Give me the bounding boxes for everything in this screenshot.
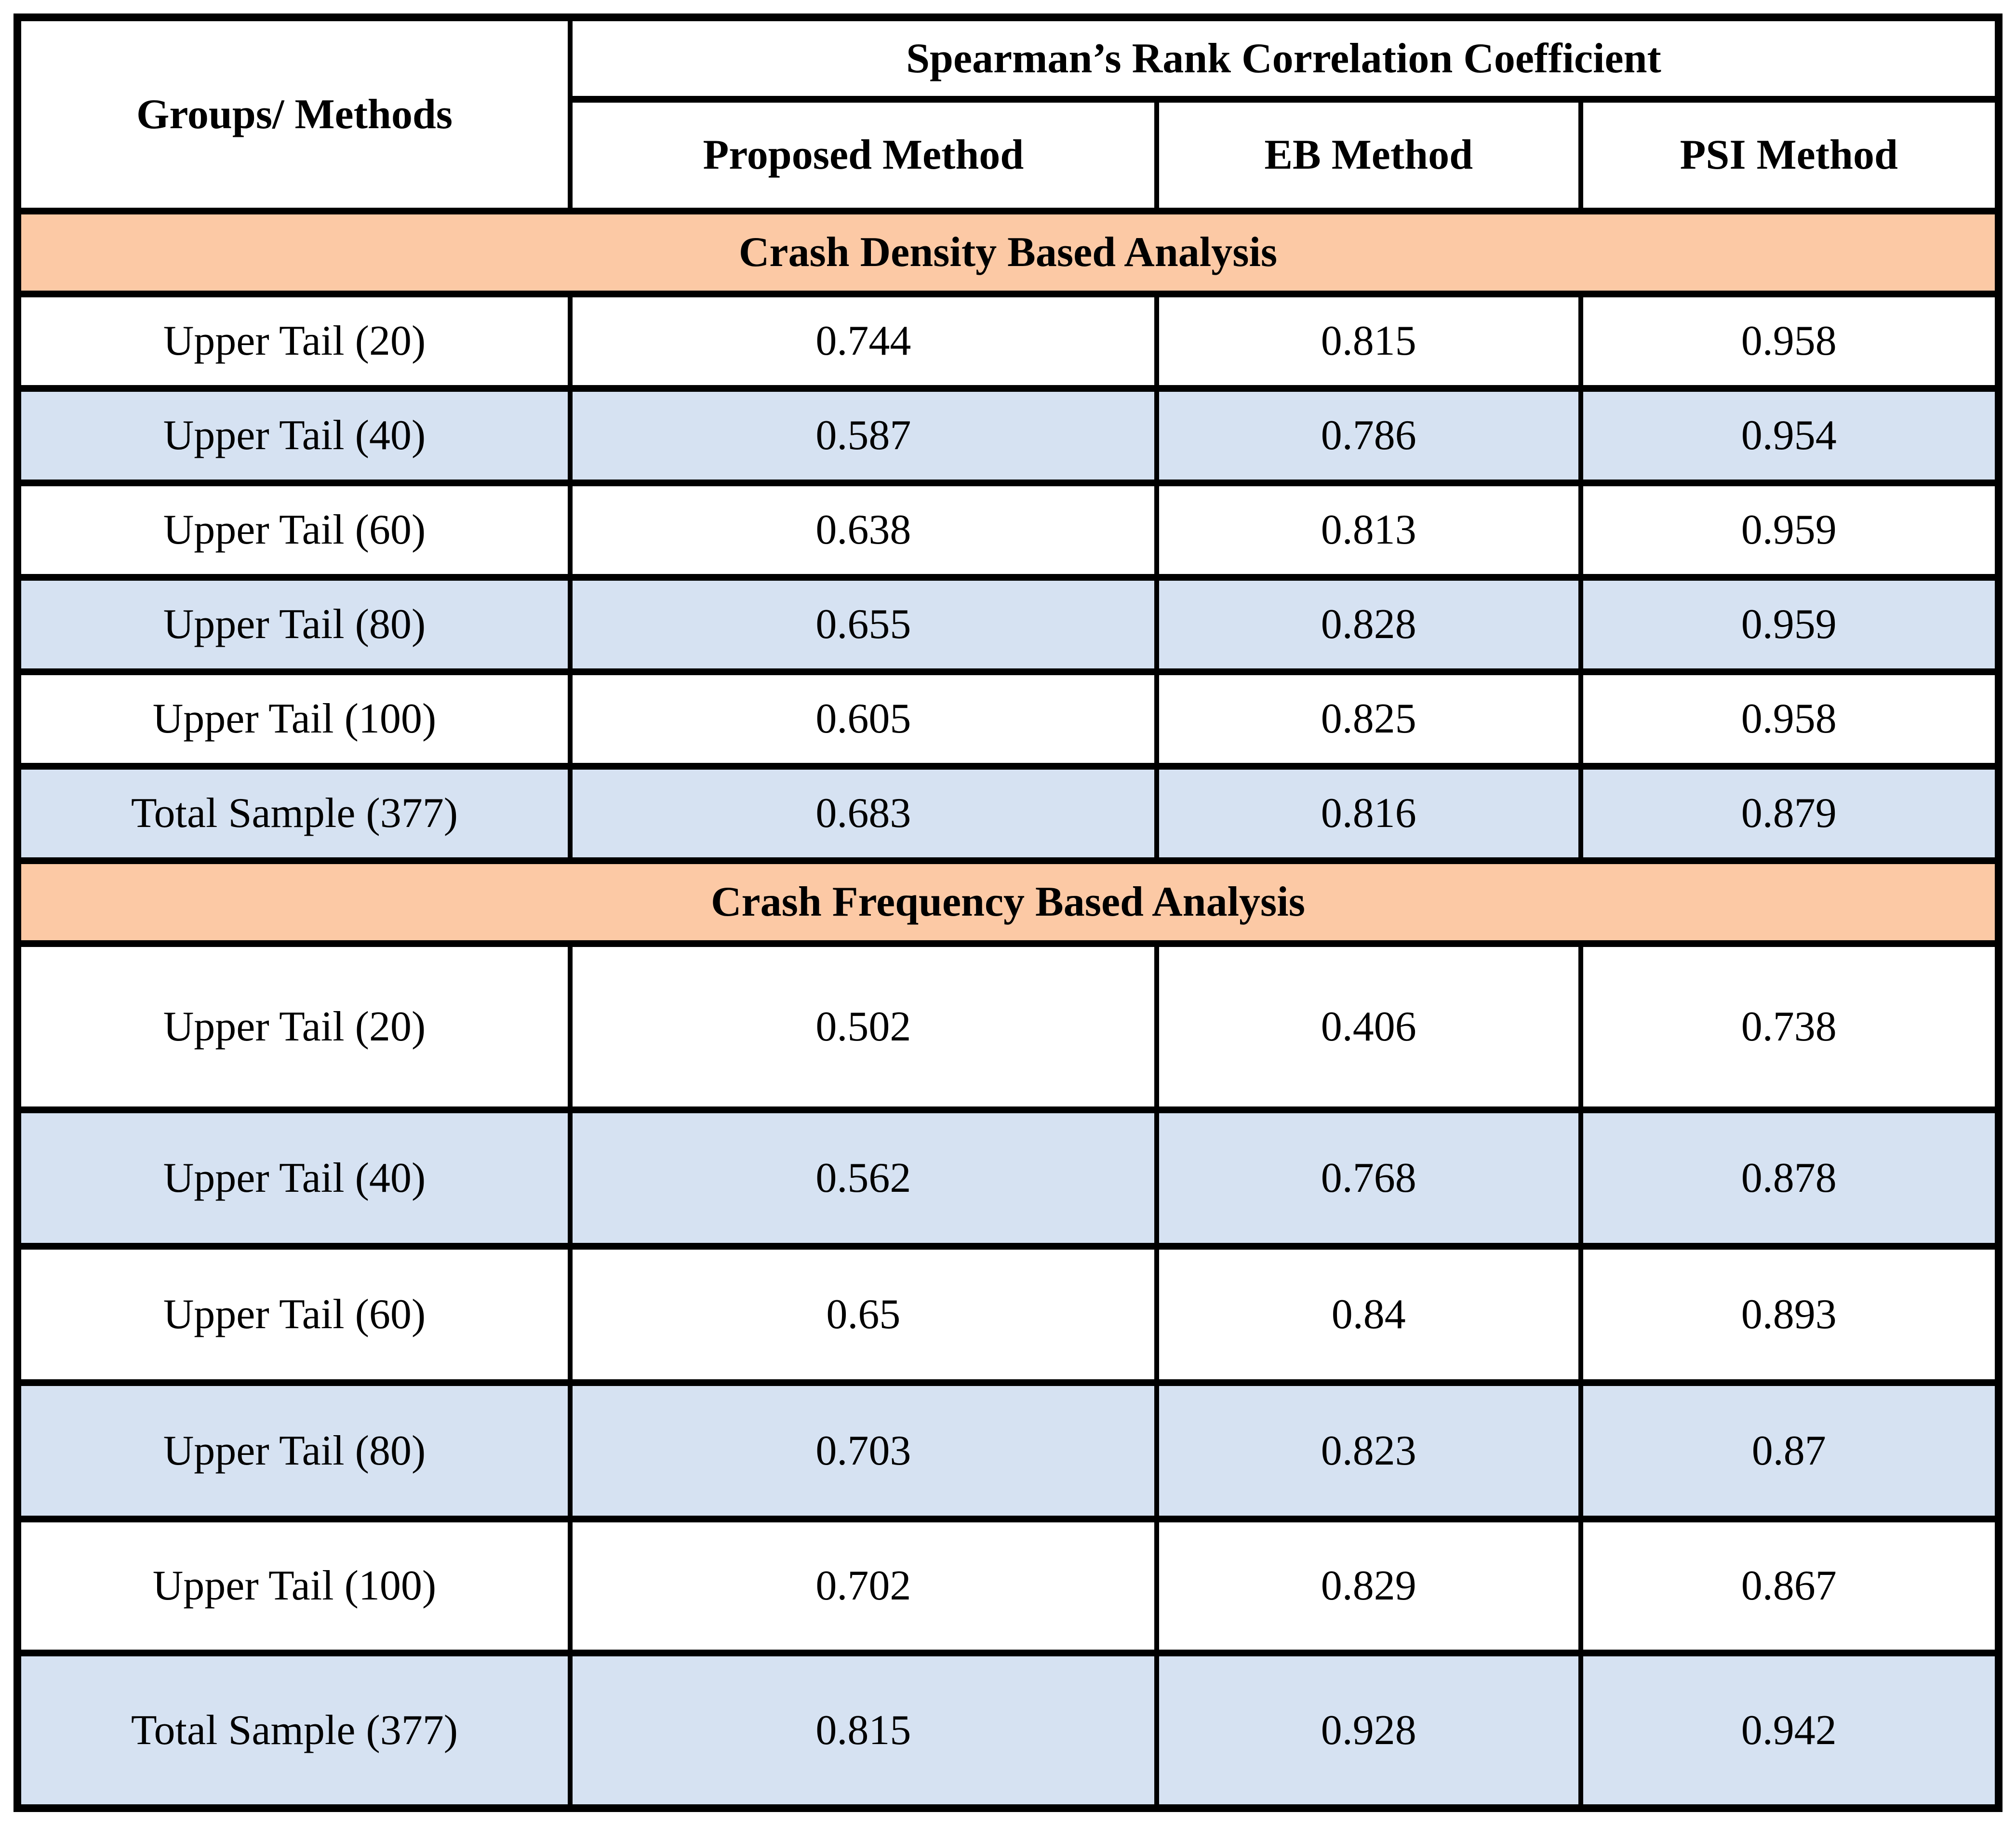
value-cell: 0.878 — [1578, 1106, 2002, 1250]
table-row: Upper Tail (20) 0.744 0.815 0.958 — [15, 291, 2002, 392]
value-cell: 0.958 — [1578, 291, 2002, 392]
value-cell: 0.738 — [1578, 940, 2002, 1113]
value-cell: 0.815 — [567, 1650, 1159, 1812]
table-row: Upper Tail (100) 0.702 0.829 0.867 — [15, 1516, 2002, 1656]
row-label: Upper Tail (100) — [15, 668, 573, 770]
value-cell: 0.928 — [1154, 1650, 1583, 1812]
table-row: Upper Tail (60) 0.638 0.813 0.959 — [15, 480, 2002, 581]
table-row: Upper Tail (100) 0.605 0.825 0.958 — [15, 668, 2002, 770]
value-cell: 0.879 — [1578, 763, 2002, 864]
value-cell: 0.638 — [567, 480, 1159, 581]
table-row: Total Sample (377) 0.683 0.816 0.879 — [15, 763, 2002, 864]
value-cell: 0.65 — [567, 1243, 1159, 1386]
correlation-table: Groups/ Methods Spearman’s Rank Correlat… — [13, 13, 2003, 1812]
section-band-frequency: Crash Frequency Based Analysis — [15, 857, 2001, 947]
corner-header-cell: Groups/ Methods — [15, 14, 573, 214]
row-label: Upper Tail (80) — [15, 1379, 573, 1522]
row-label: Upper Tail (20) — [15, 291, 573, 392]
method-header-psi: PSI Method — [1578, 96, 2002, 214]
value-cell: 0.958 — [1578, 668, 2002, 770]
value-cell: 0.683 — [567, 763, 1159, 864]
header-row-span: Groups/ Methods Spearman’s Rank Correlat… — [15, 14, 2002, 214]
value-cell: 0.562 — [567, 1106, 1159, 1250]
value-cell: 0.825 — [1154, 668, 1583, 770]
row-label: Upper Tail (40) — [15, 385, 573, 486]
header-row-methods: Proposed Method EB Method PSI Method — [17, 96, 2002, 214]
value-cell: 0.815 — [1154, 291, 1583, 392]
value-cell: 0.828 — [1154, 574, 1583, 675]
value-cell: 0.768 — [1154, 1106, 1583, 1250]
row-label: Upper Tail (20) — [15, 940, 573, 1113]
method-header-eb: EB Method — [1154, 96, 1583, 214]
value-cell: 0.655 — [567, 574, 1159, 675]
row-label: Upper Tail (100) — [15, 1516, 573, 1656]
row-label: Upper Tail (80) — [15, 574, 573, 675]
row-label: Upper Tail (40) — [15, 1106, 573, 1250]
value-cell: 0.813 — [1154, 480, 1583, 581]
method-header-proposed: Proposed Method — [567, 96, 1159, 214]
section-title-frequency: Crash Frequency Based Analysis — [15, 857, 2001, 947]
value-cell: 0.954 — [1578, 385, 2002, 486]
row-label: Upper Tail (60) — [15, 480, 573, 581]
table-row: Total Sample (377) 0.815 0.928 0.942 — [15, 1650, 2002, 1812]
value-cell: 0.867 — [1578, 1516, 2002, 1656]
table-row: Upper Tail (60) 0.65 0.84 0.893 — [15, 1243, 2002, 1386]
value-cell: 0.702 — [567, 1516, 1159, 1656]
table-row: Upper Tail (80) 0.703 0.823 0.87 — [15, 1379, 2002, 1522]
value-cell: 0.823 — [1154, 1379, 1583, 1522]
table-row: Upper Tail (40) 0.562 0.768 0.878 — [15, 1106, 2002, 1250]
value-cell: 0.744 — [567, 291, 1159, 392]
value-cell: 0.959 — [1578, 480, 2002, 581]
span-header-cell: Spearman’s Rank Correlation Coefficient — [567, 14, 2002, 103]
row-label: Upper Tail (60) — [15, 1243, 573, 1386]
section-title-density: Crash Density Based Analysis — [15, 208, 2001, 297]
value-cell: 0.502 — [567, 940, 1159, 1113]
value-cell: 0.893 — [1578, 1243, 2002, 1386]
value-cell: 0.605 — [567, 668, 1159, 770]
table-row: Upper Tail (40) 0.587 0.786 0.954 — [15, 385, 2002, 486]
row-label: Total Sample (377) — [15, 1650, 573, 1812]
value-cell: 0.87 — [1578, 1379, 2002, 1522]
value-cell: 0.959 — [1578, 574, 2002, 675]
value-cell: 0.703 — [567, 1379, 1159, 1522]
value-cell: 0.942 — [1578, 1650, 2002, 1812]
section-band-density: Crash Density Based Analysis — [15, 208, 2001, 297]
value-cell: 0.587 — [567, 385, 1159, 486]
row-label: Total Sample (377) — [15, 763, 573, 864]
value-cell: 0.406 — [1154, 940, 1583, 1113]
value-cell: 0.84 — [1154, 1243, 1583, 1386]
table-row: Upper Tail (20) 0.502 0.406 0.738 — [15, 940, 2002, 1113]
value-cell: 0.786 — [1154, 385, 1583, 486]
value-cell: 0.829 — [1154, 1516, 1583, 1656]
value-cell: 0.816 — [1154, 763, 1583, 864]
table-row: Upper Tail (80) 0.655 0.828 0.959 — [15, 574, 2002, 675]
